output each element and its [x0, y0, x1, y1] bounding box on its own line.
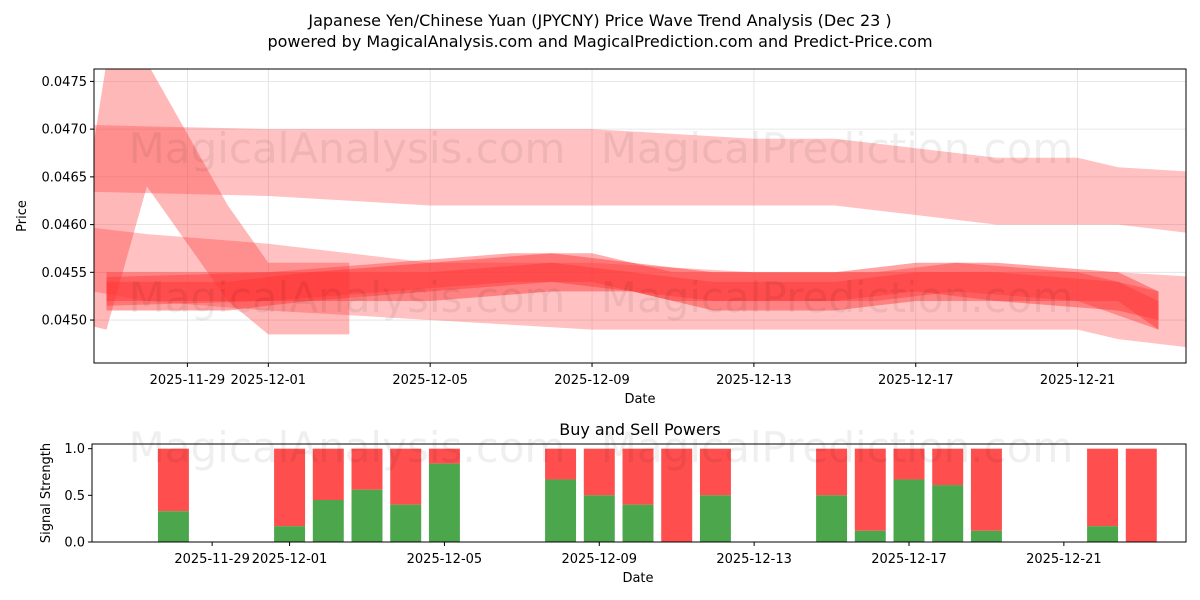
price-x-tick-label: 2025-12-09 [554, 373, 630, 388]
price-y-tick-label: 0.0475 [42, 75, 88, 90]
price-y-tick-label: 0.0455 [42, 266, 88, 281]
buy-bar [351, 489, 383, 542]
sell-bar [816, 448, 848, 496]
sell-bar [312, 448, 344, 500]
wave-band-upper-wave [94, 125, 1186, 233]
price-wave-chart: MagicalAnalysis.com MagicalPrediction.co… [15, 68, 1187, 407]
price-x-tick-label: 2025-11-29 [150, 373, 226, 388]
buy-sell-y-label: Signal Strength [39, 443, 54, 543]
price-y-tick-label: 0.0465 [42, 170, 88, 185]
price-x-tick-label: 2025-12-21 [1040, 373, 1116, 388]
sell-bar [1125, 448, 1157, 542]
watermark-analysis-top: MagicalAnalysis.com [129, 124, 566, 173]
buy-sell-x-tick-label: 2025-12-13 [716, 552, 792, 567]
buy-sell-x-tick-label: 2025-12-17 [871, 552, 947, 567]
sell-bar [622, 448, 654, 505]
buy-bar [157, 511, 189, 542]
chart-title: Japanese Yen/Chinese Yuan (JPYCNY) Price… [307, 11, 891, 30]
sell-bar [583, 448, 615, 496]
watermark-analysis-mid: MagicalAnalysis.com [129, 273, 566, 322]
sell-bar [970, 448, 1002, 531]
buy-sell-x-ticks: 2025-11-29 2025-12-01 2025-12-05 2025-12-09… [174, 542, 1102, 567]
buy-sell-x-tick-label: 2025-11-29 [174, 552, 250, 567]
wave-bands [94, 69, 1186, 348]
price-x-label: Date [624, 392, 655, 407]
buy-bar [428, 463, 460, 542]
price-y-label: Price [15, 200, 30, 232]
price-grid [94, 69, 1186, 363]
buy-sell-y-tick-label: 1.0 [64, 442, 85, 457]
buy-bar [970, 530, 1002, 542]
buy-sell-y-ticks: 0.0 0.5 1.0 [64, 442, 92, 551]
sell-bar [351, 448, 383, 490]
sell-bar [274, 448, 306, 527]
buy-bar [932, 485, 964, 542]
sell-bar [545, 448, 577, 480]
buy-bar [545, 479, 577, 542]
buy-bar [854, 530, 886, 542]
sell-bar [893, 448, 925, 480]
buy-sell-y-tick-label: 0.0 [64, 536, 85, 551]
sell-bar [1087, 448, 1119, 527]
price-x-tick-label: 2025-12-17 [878, 373, 954, 388]
sell-bar [428, 448, 460, 464]
buy-sell-y-tick-label: 0.5 [64, 489, 85, 504]
wave-band-spike-wave [94, 69, 350, 335]
watermark-prediction-mid: MagicalPrediction.com [601, 273, 1074, 322]
buy-sell-title: Buy and Sell Powers [559, 420, 721, 439]
buy-bar [1087, 526, 1119, 542]
sell-bar [932, 448, 964, 486]
buy-sell-bars [157, 448, 1157, 542]
price-x-tick-label: 2025-12-05 [392, 373, 468, 388]
wave-band-lower-wave [94, 227, 1186, 348]
watermark-prediction-bottom: MagicalPrediction.com [601, 423, 1074, 472]
watermark-prediction-top: MagicalPrediction.com [601, 124, 1074, 173]
sell-bar [390, 448, 422, 505]
buy-bar [390, 504, 422, 542]
price-axes-frame [93, 68, 1187, 364]
price-x-ticks: 2025-11-29 2025-12-01 2025-12-05 2025-12-09… [150, 363, 1116, 388]
buy-bar [699, 495, 731, 542]
wave-band-core-wave-b [106, 262, 1159, 320]
sell-bar [699, 448, 731, 496]
price-y-tick-label: 0.0470 [42, 123, 88, 138]
buy-sell-x-tick-label: 2025-12-01 [252, 552, 328, 567]
wave-band-core-wave-a [106, 253, 1159, 330]
buy-sell-x-tick-label: 2025-12-09 [562, 552, 638, 567]
buy-bar [816, 495, 848, 542]
chart-subtitle: powered by MagicalAnalysis.com and Magic… [267, 32, 932, 51]
price-x-tick-label: 2025-12-01 [231, 373, 307, 388]
price-y-tick-label: 0.0450 [42, 314, 88, 329]
sell-bar [157, 448, 189, 512]
buy-sell-x-tick-label: 2025-12-21 [1026, 552, 1102, 567]
wave-band-core-wave-c [106, 253, 1159, 330]
price-y-ticks: 0.0450 0.0455 0.0460 0.0465 0.0470 0.0475 [42, 75, 94, 329]
buy-bar [274, 526, 306, 542]
price-x-tick-label: 2025-12-13 [716, 373, 792, 388]
sell-bar [661, 448, 693, 542]
buy-sell-powers-chart: Buy and Sell Powers MagicalAnalysis.com … [39, 420, 1187, 586]
price-y-tick-label: 0.0460 [42, 218, 88, 233]
buy-bar [893, 479, 925, 542]
buy-bar [622, 504, 654, 542]
buy-sell-x-tick-label: 2025-12-05 [407, 552, 483, 567]
watermark-analysis-bottom: MagicalAnalysis.com [129, 423, 566, 472]
sell-bar [854, 448, 886, 531]
buy-sell-x-label: Date [622, 571, 653, 586]
buy-bar [583, 495, 615, 542]
buy-bar [312, 500, 344, 542]
buy-sell-axes-frame [91, 443, 1187, 543]
